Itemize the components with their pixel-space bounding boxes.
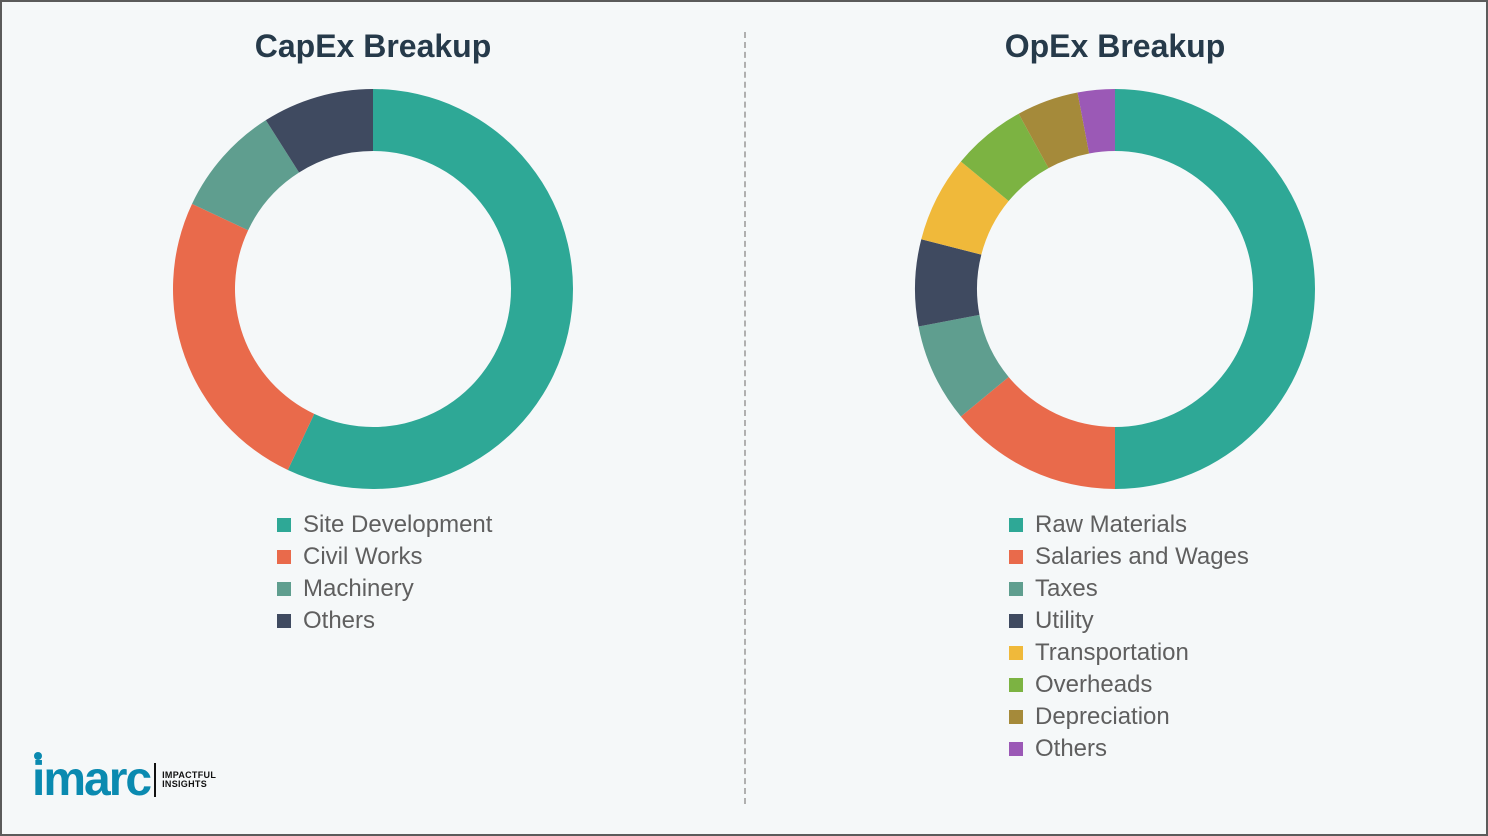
opex-legend-swatch-7 <box>1009 742 1023 756</box>
opex-legend-row-7: Others <box>1009 735 1249 763</box>
opex-legend-row-4: Transportation <box>1009 639 1249 667</box>
opex-legend-row-2: Taxes <box>1009 575 1249 603</box>
opex-legend-swatch-0 <box>1009 518 1023 532</box>
capex-legend: Site Development Civil Works Machinery Othe… <box>277 507 492 639</box>
opex-legend-row-1: Salaries and Wages <box>1009 543 1249 571</box>
capex-legend-swatch-3 <box>277 614 291 628</box>
opex-legend-swatch-5 <box>1009 678 1023 692</box>
brand-logo-dot-icon <box>34 752 42 760</box>
opex-title: OpEx Breakup <box>1005 28 1226 65</box>
opex-donut-chart <box>905 79 1325 499</box>
capex-legend-row-3: Others <box>277 607 492 635</box>
capex-legend-label-1: Civil Works <box>303 543 423 571</box>
capex-panel: CapEx Breakup Site Development Civil Work… <box>2 2 744 834</box>
brand-logo-text: imarc <box>32 756 150 804</box>
capex-donut-chart <box>163 79 583 499</box>
brand-logo-word: imarc <box>32 753 150 806</box>
opex-legend-label-0: Raw Materials <box>1035 511 1187 539</box>
opex-legend-swatch-2 <box>1009 582 1023 596</box>
panel-divider <box>744 32 746 804</box>
capex-donut-wrap <box>163 79 583 499</box>
opex-legend-row-6: Depreciation <box>1009 703 1249 731</box>
capex-legend-label-2: Machinery <box>303 575 414 603</box>
opex-legend-label-5: Overheads <box>1035 671 1152 699</box>
capex-legend-label-3: Others <box>303 607 375 635</box>
opex-legend-row-3: Utility <box>1009 607 1249 635</box>
capex-legend-row-1: Civil Works <box>277 543 492 571</box>
capex-legend-swatch-1 <box>277 550 291 564</box>
opex-legend-swatch-3 <box>1009 614 1023 628</box>
opex-legend-label-1: Salaries and Wages <box>1035 543 1249 571</box>
opex-legend-swatch-4 <box>1009 646 1023 660</box>
brand-tagline-line2: INSIGHTS <box>162 780 216 789</box>
chart-frame: CapEx Breakup Site Development Civil Work… <box>0 0 1488 836</box>
brand-logo: imarc IMPACTFUL INSIGHTS <box>32 756 216 804</box>
opex-slice-3 <box>915 239 981 326</box>
capex-legend-row-2: Machinery <box>277 575 492 603</box>
brand-logo-bar-icon <box>154 763 156 797</box>
opex-legend-label-7: Others <box>1035 735 1107 763</box>
opex-legend-row-0: Raw Materials <box>1009 511 1249 539</box>
capex-legend-swatch-0 <box>277 518 291 532</box>
opex-legend-row-5: Overheads <box>1009 671 1249 699</box>
capex-slice-1 <box>173 204 314 470</box>
opex-slice-0 <box>1115 89 1315 489</box>
opex-legend-label-3: Utility <box>1035 607 1094 635</box>
opex-legend-label-2: Taxes <box>1035 575 1098 603</box>
capex-legend-label-0: Site Development <box>303 511 492 539</box>
opex-legend-swatch-1 <box>1009 550 1023 564</box>
opex-legend-swatch-6 <box>1009 710 1023 724</box>
brand-logo-tagline: IMPACTFUL INSIGHTS <box>162 771 216 790</box>
opex-panel: OpEx Breakup Raw Materials Salaries and W… <box>744 2 1486 834</box>
opex-donut-wrap <box>905 79 1325 499</box>
capex-title: CapEx Breakup <box>255 28 492 65</box>
capex-legend-row-0: Site Development <box>277 511 492 539</box>
opex-legend-label-6: Depreciation <box>1035 703 1170 731</box>
opex-legend-label-4: Transportation <box>1035 639 1189 667</box>
capex-legend-swatch-2 <box>277 582 291 596</box>
opex-legend: Raw Materials Salaries and Wages Taxes Util… <box>1009 507 1249 767</box>
